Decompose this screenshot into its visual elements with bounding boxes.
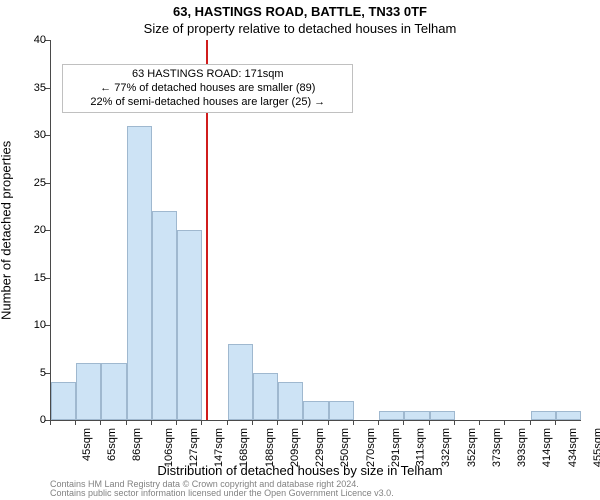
x-tick-label: 250sqm (340, 428, 352, 467)
histogram-bar (76, 363, 101, 420)
x-tick-label: 86sqm (132, 428, 144, 461)
histogram-bar (253, 373, 278, 421)
x-tick-label: 352sqm (466, 428, 478, 467)
x-tick-label: 106sqm (163, 428, 175, 467)
y-tick-label: 20 (6, 224, 46, 236)
histogram-bar (303, 401, 328, 420)
histogram-bar (101, 363, 126, 420)
x-tick-label: 414sqm (541, 428, 553, 467)
y-tick-label: 25 (6, 177, 46, 189)
x-tick-label: 229sqm (314, 428, 326, 467)
histogram-bar (127, 126, 152, 421)
x-tick-label: 332sqm (440, 428, 452, 467)
x-tick-label: 270sqm (365, 428, 377, 467)
annotation-line1: 63 HASTINGS ROAD: 171sqm (69, 67, 346, 81)
y-tick-label: 30 (6, 129, 46, 141)
histogram-bar (152, 211, 177, 420)
y-tick-label: 40 (6, 34, 46, 46)
annotation-line2: ← 77% of detached houses are smaller (89… (69, 81, 346, 95)
histogram-bar (379, 411, 404, 421)
annotation-box: 63 HASTINGS ROAD: 171sqm ← 77% of detach… (62, 64, 353, 113)
x-tick-label: 147sqm (213, 428, 225, 467)
x-tick-label: 45sqm (81, 428, 93, 461)
histogram-bar (51, 382, 76, 420)
histogram-bar (177, 230, 202, 420)
chart-title-address: 63, HASTINGS ROAD, BATTLE, TN33 0TF (0, 4, 600, 19)
x-axis-label: Distribution of detached houses by size … (0, 463, 600, 478)
x-tick-label: 209sqm (289, 428, 301, 467)
annotation-line3: 22% of semi-detached houses are larger (… (69, 95, 346, 109)
chart-container: 63, HASTINGS ROAD, BATTLE, TN33 0TF Size… (0, 0, 600, 500)
x-tick-label: 311sqm (414, 428, 426, 466)
y-tick-label: 15 (6, 272, 46, 284)
histogram-bar (531, 411, 556, 421)
y-tick-label: 10 (6, 319, 46, 331)
x-tick-label: 65sqm (106, 428, 118, 461)
x-tick-label: 127sqm (188, 428, 200, 467)
footer-attribution: Contains HM Land Registry data © Crown c… (50, 480, 394, 498)
y-tick-label: 35 (6, 82, 46, 94)
x-tick-label: 434sqm (567, 428, 579, 467)
x-tick-label: 373sqm (491, 428, 503, 467)
x-tick-label: 168sqm (239, 428, 251, 467)
x-tick-label: 393sqm (516, 428, 528, 467)
chart-title-subtitle: Size of property relative to detached ho… (0, 21, 600, 36)
histogram-bar (329, 401, 354, 420)
histogram-bar (228, 344, 253, 420)
x-tick-label: 291sqm (390, 428, 402, 467)
x-tick-label: 188sqm (264, 428, 276, 467)
histogram-bar (404, 411, 429, 421)
histogram-bar (556, 411, 581, 421)
y-tick-label: 5 (6, 367, 46, 379)
x-tick-label: 455sqm (592, 428, 600, 467)
y-tick-label: 0 (6, 414, 46, 426)
histogram-bar (278, 382, 303, 420)
footer-line2: Contains public sector information licen… (50, 489, 394, 498)
histogram-bar (430, 411, 455, 421)
